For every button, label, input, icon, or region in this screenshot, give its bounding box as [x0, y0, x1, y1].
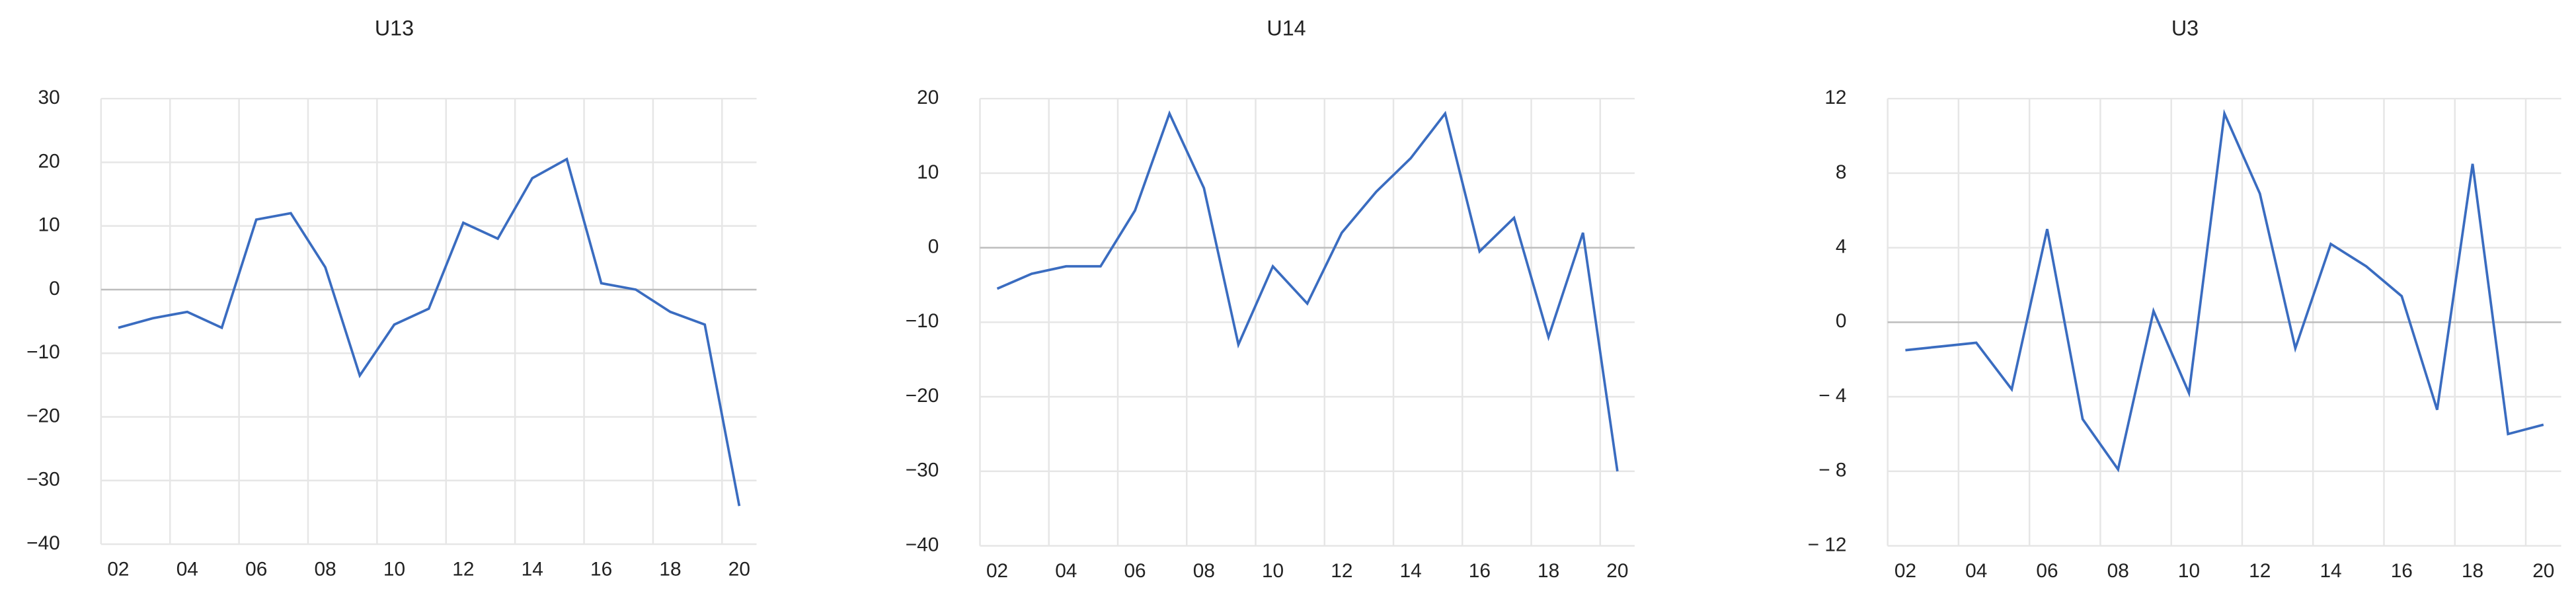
- y-tick-label: 10: [917, 161, 939, 183]
- x-tick-label: 14: [1399, 560, 1421, 582]
- y-tick-label: −40: [26, 532, 60, 554]
- x-tick-label: 10: [2178, 560, 2200, 582]
- y-tick-label: 20: [917, 87, 939, 108]
- y-tick-label: 0: [928, 235, 939, 257]
- y-tick-label: −10: [26, 341, 60, 363]
- y-tick-label: −10: [906, 310, 939, 332]
- x-tick-label: 18: [659, 559, 681, 581]
- y-tick-label: −20: [906, 385, 939, 407]
- data-line: [996, 110, 1619, 472]
- x-tick-label: 20: [728, 559, 750, 581]
- y-tick-label: − 12: [1808, 534, 1847, 555]
- y-tick-label: −30: [906, 460, 939, 481]
- x-tick-label: 06: [2036, 560, 2058, 582]
- x-tick-label: 08: [1193, 560, 1215, 582]
- x-tick-label: 10: [383, 559, 405, 581]
- data-line: [118, 157, 741, 506]
- x-tick-label: 04: [1965, 560, 1987, 582]
- y-tick-label: 20: [38, 150, 60, 172]
- x-tick-label: 04: [1055, 560, 1077, 582]
- y-tick-label: − 4: [1818, 385, 1846, 407]
- x-tick-label: 16: [590, 559, 612, 581]
- x-tick-label: 08: [315, 559, 336, 581]
- y-tick-label: 8: [1836, 161, 1847, 183]
- data-line: [1905, 108, 2544, 473]
- chart-title: U14: [1267, 16, 1306, 40]
- y-tick-label: −40: [906, 534, 939, 555]
- x-tick-label: 08: [2107, 560, 2129, 582]
- x-tick-label: 16: [2391, 560, 2413, 582]
- x-tick-label: 12: [1331, 560, 1352, 582]
- x-tick-label: 20: [2532, 560, 2554, 582]
- x-tick-label: 04: [176, 559, 198, 581]
- x-tick-label: 20: [1606, 560, 1628, 582]
- y-tick-label: 0: [1836, 310, 1847, 332]
- y-tick-label: 10: [38, 214, 60, 236]
- y-tick-label: 30: [38, 87, 60, 108]
- x-tick-label: 12: [2249, 560, 2271, 582]
- x-tick-label: 06: [1124, 560, 1146, 582]
- x-tick-label: 06: [245, 559, 267, 581]
- chart-title: U3: [2171, 16, 2199, 40]
- x-tick-label: 02: [986, 560, 1008, 582]
- x-tick-label: 02: [107, 559, 129, 581]
- x-tick-label: 18: [2462, 560, 2483, 582]
- x-tick-label: 10: [1262, 560, 1284, 582]
- x-tick-label: 16: [1469, 560, 1491, 582]
- y-tick-label: 4: [1836, 235, 1847, 257]
- y-tick-label: −30: [26, 469, 60, 491]
- x-tick-label: 12: [452, 559, 474, 581]
- y-tick-label: 12: [1824, 87, 1846, 108]
- y-tick-label: − 8: [1818, 460, 1846, 481]
- chart-title: U13: [375, 16, 414, 40]
- x-tick-label: 14: [2320, 560, 2341, 582]
- y-tick-label: 0: [49, 278, 60, 300]
- x-tick-label: 18: [1538, 560, 1559, 582]
- x-tick-label: 14: [522, 559, 543, 581]
- y-tick-label: −20: [26, 405, 60, 426]
- x-tick-label: 02: [1894, 560, 1916, 582]
